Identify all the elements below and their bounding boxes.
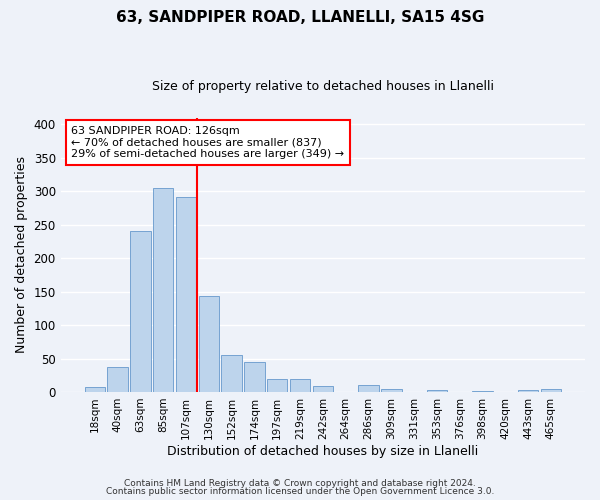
Bar — [381, 388, 401, 392]
Bar — [221, 354, 242, 392]
Y-axis label: Number of detached properties: Number of detached properties — [15, 156, 28, 354]
Title: Size of property relative to detached houses in Llanelli: Size of property relative to detached ho… — [152, 80, 494, 93]
Bar — [267, 380, 287, 392]
Text: 63, SANDPIPER ROAD, LLANELLI, SA15 4SG: 63, SANDPIPER ROAD, LLANELLI, SA15 4SG — [116, 10, 484, 25]
Bar — [244, 362, 265, 392]
Bar — [85, 386, 105, 392]
Text: Contains public sector information licensed under the Open Government Licence 3.: Contains public sector information licen… — [106, 487, 494, 496]
Bar — [518, 390, 538, 392]
Bar — [541, 390, 561, 392]
Bar — [199, 296, 219, 392]
Bar — [290, 378, 310, 392]
Bar — [130, 232, 151, 392]
Text: Contains HM Land Registry data © Crown copyright and database right 2024.: Contains HM Land Registry data © Crown c… — [124, 478, 476, 488]
Bar — [107, 366, 128, 392]
X-axis label: Distribution of detached houses by size in Llanelli: Distribution of detached houses by size … — [167, 444, 478, 458]
Bar — [153, 188, 173, 392]
Text: 63 SANDPIPER ROAD: 126sqm
← 70% of detached houses are smaller (837)
29% of semi: 63 SANDPIPER ROAD: 126sqm ← 70% of detac… — [71, 126, 344, 159]
Bar — [176, 198, 196, 392]
Bar — [358, 384, 379, 392]
Bar — [427, 390, 447, 392]
Bar — [313, 386, 333, 392]
Bar — [472, 390, 493, 392]
